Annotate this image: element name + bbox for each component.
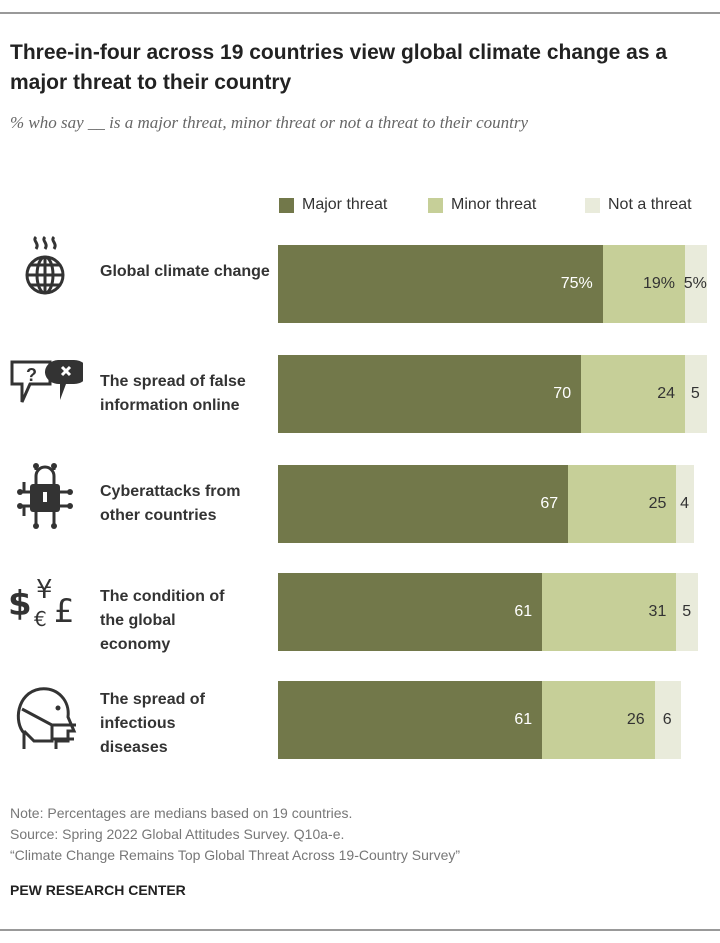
data-label: 19% xyxy=(642,275,676,292)
data-label: 67 xyxy=(540,495,559,512)
top-rule xyxy=(0,12,720,14)
svg-text:€: € xyxy=(34,607,47,631)
bar-major: 67 xyxy=(278,465,569,543)
legend-major: Major threat xyxy=(279,196,387,214)
legend-swatch xyxy=(585,197,600,213)
data-label: 4 xyxy=(680,495,689,512)
data-label: 26 xyxy=(626,711,645,728)
svg-text:?: ? xyxy=(26,365,37,385)
category-label: Cyberattacks from other countries xyxy=(100,483,241,524)
globe-heat-icon xyxy=(25,235,65,295)
svg-text:¥: ¥ xyxy=(36,575,53,605)
data-label: 61 xyxy=(514,711,533,728)
bar-major: 61 xyxy=(278,681,543,759)
svg-text:$: $ xyxy=(8,584,32,624)
lock-circuit-icon xyxy=(17,463,73,529)
bar-major: 75% xyxy=(278,245,603,323)
brand-label: PEW RESEARCH CENTER xyxy=(10,882,186,898)
bottom-rule xyxy=(0,929,720,931)
legend-not: Not a threat xyxy=(585,196,692,214)
legend-swatch xyxy=(428,197,443,213)
report-title-note: “Climate Change Remains Top Global Threa… xyxy=(10,847,461,863)
legend-minor: Minor threat xyxy=(428,196,536,214)
bar-not: 5 xyxy=(676,573,698,651)
category-label: The condition of the global economy xyxy=(100,588,225,653)
data-label: 6 xyxy=(662,711,672,728)
legend-swatch xyxy=(279,197,294,213)
bar-minor: 31 xyxy=(542,573,677,651)
bar-major: 61 xyxy=(278,573,543,651)
data-label: 61 xyxy=(514,603,533,620)
legend-label: Minor threat xyxy=(451,196,537,213)
category-label: The spread of false information online xyxy=(100,373,246,414)
data-label: 24 xyxy=(657,385,675,402)
source-note: Source: Spring 2022 Global Attitudes Sur… xyxy=(10,826,345,842)
bar-minor: 24 xyxy=(581,355,685,433)
legend-label: Not a threat xyxy=(608,196,692,213)
bar-not: 5% xyxy=(683,245,707,323)
bar-minor: 19% xyxy=(602,245,686,323)
data-label: 31 xyxy=(648,603,667,620)
chart-title: Three-in-four across 19 countries view g… xyxy=(10,41,668,94)
face-mask-head-icon xyxy=(16,687,77,749)
data-label: 5 xyxy=(690,385,700,402)
currency-symbols-icon: $ ¥€ £ xyxy=(8,575,74,631)
bar-not: 4 xyxy=(676,465,694,543)
data-label: 25 xyxy=(648,495,667,512)
data-label: 70 xyxy=(553,385,572,402)
svg-text:£: £ xyxy=(54,592,74,630)
category-label: The spread of infectious diseases xyxy=(100,691,205,756)
bar-not: 5 xyxy=(685,355,707,433)
bar-not: 6 xyxy=(654,681,681,759)
data-label: 75% xyxy=(560,275,593,292)
bar-major: 70 xyxy=(278,355,582,433)
speech-bubbles-question-x-icon: ? xyxy=(10,360,83,403)
legend-label: Major threat xyxy=(302,196,388,213)
chart-subtitle: % who say __ is a major threat, minor th… xyxy=(10,113,529,132)
data-label: 5 xyxy=(682,603,692,620)
note: Note: Percentages are medians based on 1… xyxy=(10,805,353,821)
bar-minor: 26 xyxy=(542,681,655,759)
bar-minor: 25 xyxy=(568,465,677,543)
category-label: Global climate change xyxy=(100,263,270,280)
data-label: 5% xyxy=(683,275,707,292)
